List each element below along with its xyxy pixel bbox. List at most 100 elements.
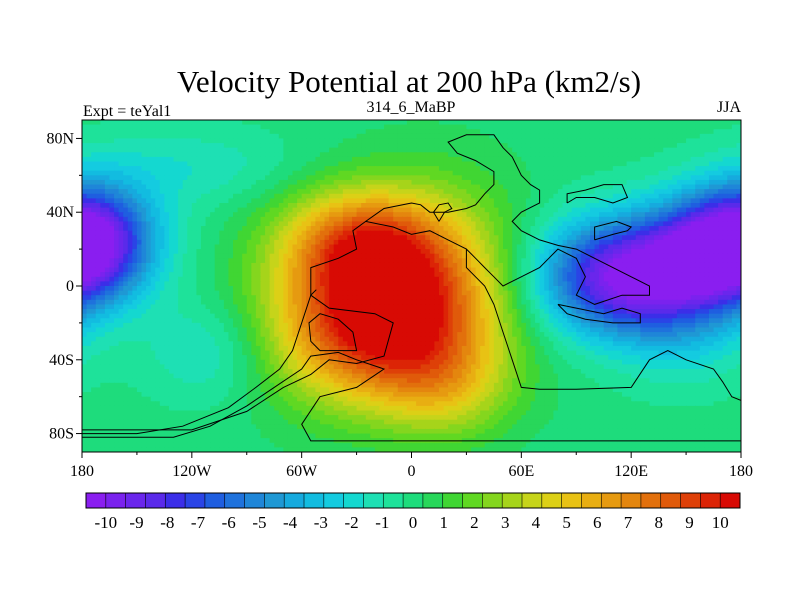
field-cell — [210, 129, 216, 135]
field-cell — [242, 152, 248, 158]
field-cell — [525, 262, 532, 269]
field-cell — [416, 152, 422, 158]
field-cell — [557, 267, 564, 273]
field-cell — [503, 166, 509, 172]
field-cell — [718, 207, 724, 213]
field-cell — [237, 147, 243, 153]
field-cell — [228, 262, 234, 269]
field-cell — [315, 235, 321, 241]
field-cell — [654, 244, 660, 250]
field-cell — [667, 249, 673, 255]
field-cell — [599, 189, 605, 195]
field-cell — [246, 175, 252, 181]
field-cell — [507, 170, 513, 176]
field-cell — [667, 203, 673, 209]
field-cell — [356, 212, 362, 218]
field-cell — [539, 235, 545, 241]
field-cell — [434, 272, 440, 278]
field-cell — [159, 230, 165, 236]
field-cell — [498, 207, 504, 213]
field-cell — [168, 258, 175, 264]
field-cell — [507, 120, 513, 126]
field-cell — [589, 133, 596, 140]
field-cell — [658, 161, 664, 167]
field-cell — [704, 258, 710, 264]
field-cell — [114, 198, 120, 204]
field-cell — [571, 249, 577, 255]
field-cell — [242, 244, 248, 250]
field-cell — [104, 138, 111, 144]
field-cell — [585, 216, 591, 223]
field-cell — [159, 221, 165, 227]
field-cell — [141, 216, 147, 223]
field-cell — [306, 249, 312, 255]
field-cell — [319, 253, 326, 259]
field-cell — [292, 249, 298, 255]
field-cell — [461, 262, 468, 269]
field-cell — [567, 239, 573, 246]
field-cell — [178, 207, 184, 213]
field-cell — [191, 276, 198, 282]
field-cell — [681, 216, 687, 223]
field-cell — [219, 276, 225, 282]
field-cell — [100, 244, 106, 250]
field-cell — [699, 120, 705, 126]
field-cell — [214, 129, 220, 135]
field-cell — [631, 203, 637, 209]
field-cell — [274, 207, 280, 213]
field-cell — [86, 207, 92, 213]
field-cell — [617, 226, 623, 232]
field-cell — [480, 235, 486, 241]
field-cell — [411, 276, 417, 282]
field-cell — [255, 193, 262, 199]
field-cell — [516, 203, 522, 209]
field-cell — [118, 129, 124, 135]
field-cell — [622, 161, 628, 167]
field-cell — [658, 133, 664, 140]
field-cell — [429, 212, 435, 218]
field-cell — [191, 152, 198, 158]
field-cell — [347, 156, 353, 163]
field-cell — [493, 253, 500, 259]
field-cell — [411, 147, 417, 153]
field-cell — [352, 124, 358, 130]
field-cell — [196, 262, 202, 269]
field-cell — [388, 276, 394, 282]
field-cell — [283, 253, 289, 259]
field-cell — [251, 133, 257, 140]
field-cell — [196, 156, 202, 163]
field-cell — [210, 262, 216, 269]
field-cell — [411, 198, 417, 204]
field-cell — [521, 120, 527, 126]
field-cell — [127, 253, 133, 259]
field-cell — [498, 189, 504, 195]
field-cell — [498, 138, 504, 144]
field-cell — [127, 166, 133, 172]
field-cell — [654, 193, 660, 199]
field-cell — [251, 198, 257, 204]
field-cell — [132, 198, 138, 204]
field-cell — [576, 258, 582, 264]
field-cell — [233, 276, 239, 282]
field-cell — [150, 244, 156, 250]
field-cell — [388, 272, 394, 278]
field-cell — [287, 193, 294, 199]
field-cell — [695, 124, 701, 130]
field-cell — [525, 267, 532, 273]
field-cell — [438, 253, 445, 259]
field-cell — [146, 161, 152, 167]
field-cell — [338, 216, 344, 223]
field-cell — [420, 207, 426, 213]
field-cell — [297, 239, 303, 246]
field-cell — [406, 207, 413, 213]
field-cell — [324, 184, 330, 190]
field-cell — [306, 267, 312, 273]
field-cell — [132, 184, 138, 190]
field-cell — [297, 244, 303, 250]
field-cell — [599, 124, 605, 130]
field-cell — [672, 138, 678, 144]
field-cell — [301, 230, 307, 236]
field-cell — [173, 230, 179, 236]
field-cell — [127, 170, 133, 176]
field-cell — [319, 133, 326, 140]
